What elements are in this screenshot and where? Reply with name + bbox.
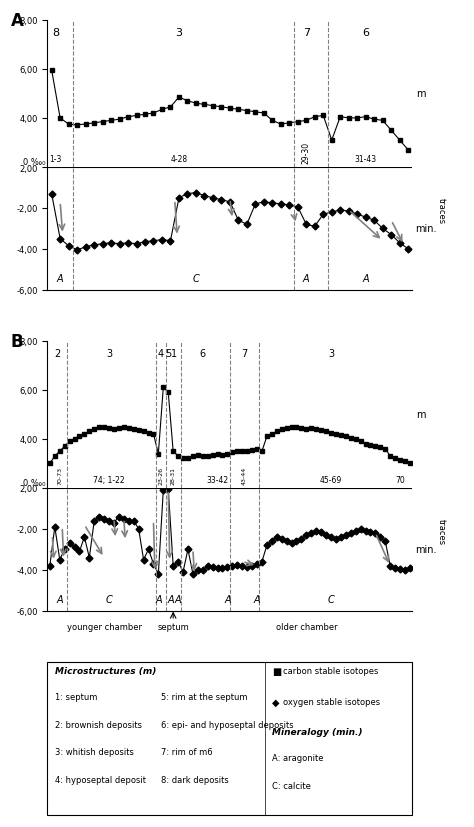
Text: 3: 3 xyxy=(175,28,182,38)
Y-axis label: min.: min. xyxy=(416,224,437,234)
Text: 2: brownish deposits: 2: brownish deposits xyxy=(55,719,142,729)
Text: A: A xyxy=(175,594,182,604)
Text: ■: ■ xyxy=(272,667,281,676)
Text: 23-26: 23-26 xyxy=(158,466,164,485)
Text: 0 ‰₀: 0 ‰₀ xyxy=(23,158,46,167)
Text: traces: traces xyxy=(437,198,446,224)
Text: C: C xyxy=(192,273,199,284)
Text: septum: septum xyxy=(157,622,189,631)
Text: 4-28: 4-28 xyxy=(170,155,188,164)
Y-axis label: min.: min. xyxy=(416,545,437,555)
Text: 43-44: 43-44 xyxy=(242,466,247,485)
Y-axis label: m: m xyxy=(416,410,426,420)
Text: 28-31: 28-31 xyxy=(171,466,176,485)
Text: 5: rim at the septum: 5: rim at the septum xyxy=(161,692,247,701)
Text: traces: traces xyxy=(437,519,446,544)
Text: 4: hyposeptal deposit: 4: hyposeptal deposit xyxy=(55,775,146,784)
Text: 70: 70 xyxy=(395,476,405,485)
Text: Mineralogy (min.): Mineralogy (min.) xyxy=(272,728,362,737)
Text: 45-69: 45-69 xyxy=(320,476,342,485)
Text: 3: 3 xyxy=(328,348,334,359)
Text: A: A xyxy=(363,273,369,284)
Text: A: A xyxy=(167,594,174,604)
Text: 3: whitish deposits: 3: whitish deposits xyxy=(55,748,134,757)
Text: 6: 6 xyxy=(362,28,369,38)
Text: A: A xyxy=(56,594,63,604)
Text: A: A xyxy=(254,594,260,604)
Text: 8: 8 xyxy=(52,28,59,38)
Text: oxygen stable isotopes: oxygen stable isotopes xyxy=(283,697,380,706)
Text: 5: 5 xyxy=(165,348,172,359)
Text: A: A xyxy=(303,273,310,284)
Text: A: A xyxy=(11,12,24,30)
Text: A: aragonite: A: aragonite xyxy=(272,753,323,762)
Text: 6: epi- and hyposeptal deposits: 6: epi- and hyposeptal deposits xyxy=(161,719,293,729)
Text: older chamber: older chamber xyxy=(275,622,337,631)
Text: 3: 3 xyxy=(106,348,112,359)
Text: 0 ‰₀: 0 ‰₀ xyxy=(23,479,46,488)
Text: 1-3: 1-3 xyxy=(50,155,62,164)
Text: Microstructures (m): Microstructures (m) xyxy=(55,667,156,676)
Text: 1: septum: 1: septum xyxy=(55,692,97,701)
Text: 8: dark deposits: 8: dark deposits xyxy=(161,775,228,784)
Text: A: A xyxy=(224,594,231,604)
Y-axis label: m: m xyxy=(416,89,426,99)
Text: 70-73: 70-73 xyxy=(57,466,62,485)
Text: 7: 7 xyxy=(242,348,248,359)
Text: younger chamber: younger chamber xyxy=(67,622,142,631)
Text: C: C xyxy=(106,594,112,604)
Text: 7: 7 xyxy=(303,28,310,38)
Text: B: B xyxy=(11,332,24,351)
Text: A: A xyxy=(155,594,162,604)
Text: 6: 6 xyxy=(200,348,206,359)
Text: ◆: ◆ xyxy=(272,697,279,707)
Text: 33-42: 33-42 xyxy=(207,476,228,485)
Text: 1: 1 xyxy=(171,348,177,359)
Text: 74; 1-22: 74; 1-22 xyxy=(93,476,125,485)
Text: 29-30: 29-30 xyxy=(302,142,311,164)
Text: C: calcite: C: calcite xyxy=(272,781,311,790)
Text: A: A xyxy=(57,273,64,284)
Text: C: C xyxy=(328,594,334,604)
Text: 4: 4 xyxy=(158,348,164,359)
Text: 31-43: 31-43 xyxy=(355,155,377,164)
Text: 2: 2 xyxy=(54,348,60,359)
Text: carbon stable isotopes: carbon stable isotopes xyxy=(283,667,378,676)
Text: 7: rim of m6: 7: rim of m6 xyxy=(161,748,212,757)
